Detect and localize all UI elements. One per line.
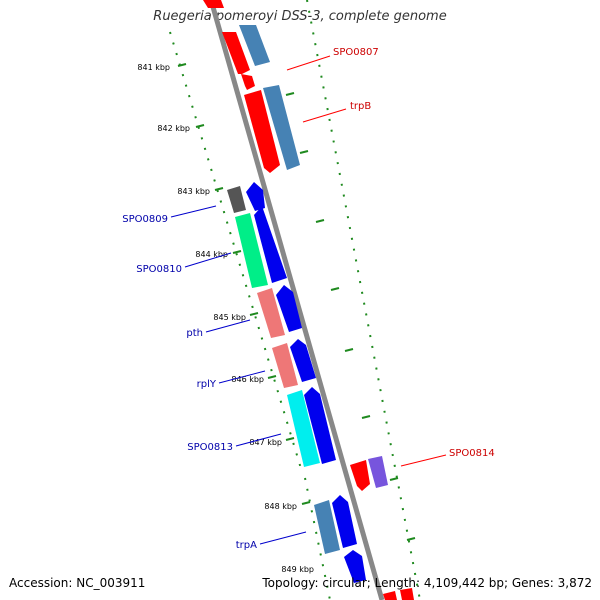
gene-features [203,0,414,600]
gene-label-SPO0807: SPO0807 [333,47,379,58]
gene-label-trpA: trpA [236,540,257,551]
cds-feature-SPO0813 [287,390,320,467]
accession-text: Accession: NC_003911 [9,576,146,590]
cds-feature-rplY [272,343,298,388]
gene-label-pth: pth [186,328,203,339]
gene-label-SPO0814: SPO0814 [449,448,495,459]
gene-label-SPO0809: SPO0809 [122,214,168,225]
gene-label-trpB: trpB [350,101,371,112]
cds-feature [203,0,224,8]
kbp-label: 843 kbp [177,187,210,196]
cds-feature [222,32,250,74]
cds-feature [254,206,287,283]
cds-feature [332,495,357,548]
kbp-labels: 841 kbp 842 kbp 843 kbp 844 kbp 845 kbp … [137,63,314,574]
gene-labels-red: SPO0807 trpB SPO0814 [333,47,495,459]
cds-feature-trpB [244,90,280,173]
cds-feature [400,588,414,600]
cds-feature [241,74,255,90]
cds-feature [276,285,302,332]
kbp-label: 849 kbp [281,565,314,574]
kbp-label: 844 kbp [195,250,228,259]
map-title: Ruegeria pomeroyi DSS-3, complete genome [153,9,447,24]
kbp-label: 846 kbp [231,375,264,384]
gene-label-rplY: rplY [197,379,217,390]
cds-feature-SPO0810 [235,213,268,288]
cds-feature-trpA [314,500,340,554]
cds-feature-pth [257,288,285,338]
cds-feature-SPO0814 [350,460,370,491]
cds-feature [383,591,397,600]
gene-labels-blue: SPO0809 SPO0810 pth rplY SPO0813 trpA [122,214,257,551]
cds-feature [368,456,388,488]
cds-feature [290,339,316,382]
genome-summary-text: Topology: circular; Length: 4,109,442 bp… [262,576,592,590]
cds-feature-SPO0809 [227,186,246,213]
gene-label-SPO0810: SPO0810 [136,264,182,275]
kbp-label: 842 kbp [157,124,190,133]
label-leaders-blue [170,205,307,545]
gene-label-SPO0813: SPO0813 [187,442,233,453]
genome-backbone [208,0,385,600]
cds-feature [246,182,265,211]
kbp-label: 847 kbp [249,438,282,447]
label-leaders-red [286,55,447,467]
cds-feature [344,550,366,583]
kbp-label: 848 kbp [264,502,297,511]
cds-feature [304,387,336,464]
cds-feature [263,85,300,170]
cds-feature [239,25,270,66]
ruler-ticks [177,63,416,541]
kbp-label: 845 kbp [213,313,246,322]
kbp-label: 841 kbp [137,63,170,72]
